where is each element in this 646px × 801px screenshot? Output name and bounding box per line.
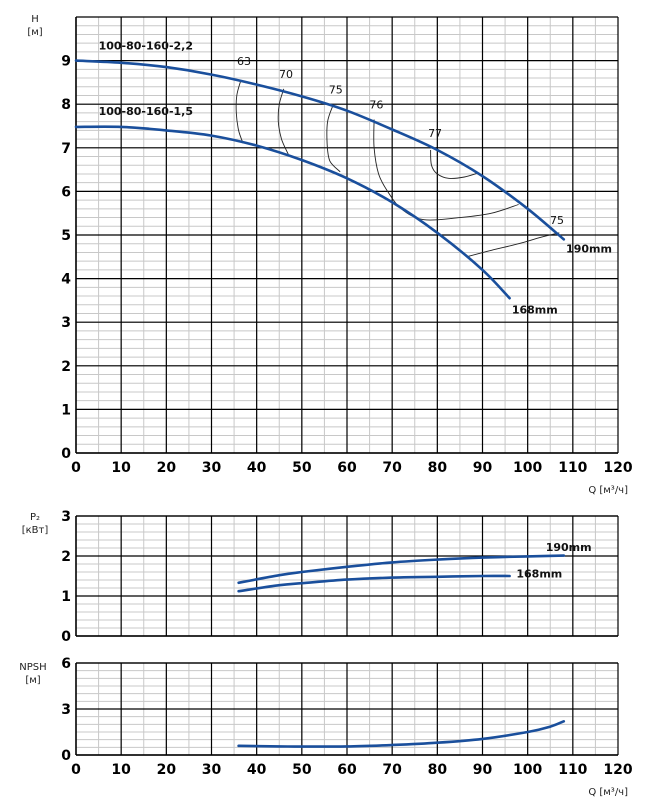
- x-tick-label: 90: [473, 762, 493, 778]
- y-axis-title: H: [31, 14, 39, 25]
- y-tick-label: 0: [61, 446, 71, 462]
- y-tick-label: 1: [61, 402, 71, 418]
- curve-label: 168mm: [516, 568, 562, 581]
- series-line-npsh: [237, 720, 566, 748]
- curve-label: 100-80-160-1,5: [99, 105, 193, 118]
- y-axis-title: [кВт]: [22, 525, 49, 536]
- x-tick-label: 110: [558, 460, 587, 476]
- y-tick-label: 1: [61, 589, 71, 605]
- y-tick-label: 2: [61, 359, 71, 375]
- x-tick-label: 30: [202, 762, 222, 778]
- efficiency-label: 63: [237, 55, 251, 68]
- efficiency-curve-75: [326, 104, 341, 173]
- x-tick-label: 80: [428, 460, 448, 476]
- series-line-190mm: [237, 554, 566, 585]
- efficiency-curve-75: [466, 232, 560, 258]
- curve-label: 100-80-160-2,2: [99, 40, 193, 53]
- x-tick-label: 70: [382, 460, 402, 476]
- x-tick-label: 50: [292, 460, 312, 476]
- x-tick-label: 40: [247, 762, 267, 778]
- x-tick-label: 120: [603, 460, 632, 476]
- y-tick-label: 4: [61, 272, 71, 288]
- efficiency-curve-63: [235, 80, 244, 144]
- x-axis-title: Q [м³/ч]: [588, 787, 628, 798]
- series-line-190mm: [74, 59, 566, 241]
- y-tick-label: 2: [61, 549, 71, 565]
- y-axis-title: [м]: [25, 675, 40, 686]
- y-tick-label: 3: [61, 509, 71, 525]
- x-tick-label: 20: [157, 762, 177, 778]
- x-tick-label: 0: [71, 762, 81, 778]
- x-tick-label: 60: [337, 460, 357, 476]
- efficiency-label: 75: [550, 214, 564, 227]
- x-tick-label: 120: [603, 762, 632, 778]
- series-line-168mm: [237, 574, 511, 593]
- y-tick-label: 9: [61, 54, 71, 70]
- x-tick-label: 100: [513, 460, 542, 476]
- x-tick-label: 20: [157, 460, 177, 476]
- y-tick-label: 3: [61, 315, 71, 331]
- curve-label: 190mm: [546, 541, 592, 554]
- x-tick-label: 10: [111, 460, 131, 476]
- x-tick-label: 90: [473, 460, 493, 476]
- y-axis-title: P₂: [30, 512, 40, 523]
- y-tick-label: 5: [61, 228, 71, 244]
- x-tick-label: 0: [71, 460, 81, 476]
- y-tick-label: 6: [61, 656, 71, 672]
- series-line-168mm: [74, 125, 511, 300]
- x-tick-label: 70: [382, 762, 402, 778]
- curve-label: 168mm: [512, 303, 558, 316]
- y-tick-label: 0: [61, 629, 71, 645]
- efficiency-label: 76: [369, 99, 383, 112]
- efficiency-label: 75: [329, 83, 343, 96]
- x-tick-label: 80: [428, 762, 448, 778]
- y-tick-label: 8: [61, 97, 71, 113]
- efficiency-curve-70: [277, 88, 289, 155]
- y-tick-label: 7: [61, 141, 71, 157]
- efficiency-label: 77: [428, 127, 442, 140]
- x-tick-label: 40: [247, 460, 267, 476]
- y-tick-label: 6: [61, 184, 71, 200]
- y-axis-title: [м]: [27, 27, 42, 38]
- x-tick-label: 50: [292, 762, 312, 778]
- x-tick-label: 30: [202, 460, 222, 476]
- x-tick-label: 100: [513, 762, 542, 778]
- y-tick-label: 3: [61, 702, 71, 718]
- y-axis-title: NPSH: [19, 662, 46, 673]
- x-axis-title: Q [м³/ч]: [588, 485, 628, 496]
- x-tick-label: 10: [111, 762, 131, 778]
- efficiency-label: 70: [279, 68, 293, 81]
- efficiency-curve-77: [430, 149, 479, 179]
- x-tick-label: 60: [337, 762, 357, 778]
- curve-label: 190mm: [566, 242, 612, 255]
- x-tick-label: 110: [558, 762, 587, 778]
- y-tick-label: 0: [61, 748, 71, 764]
